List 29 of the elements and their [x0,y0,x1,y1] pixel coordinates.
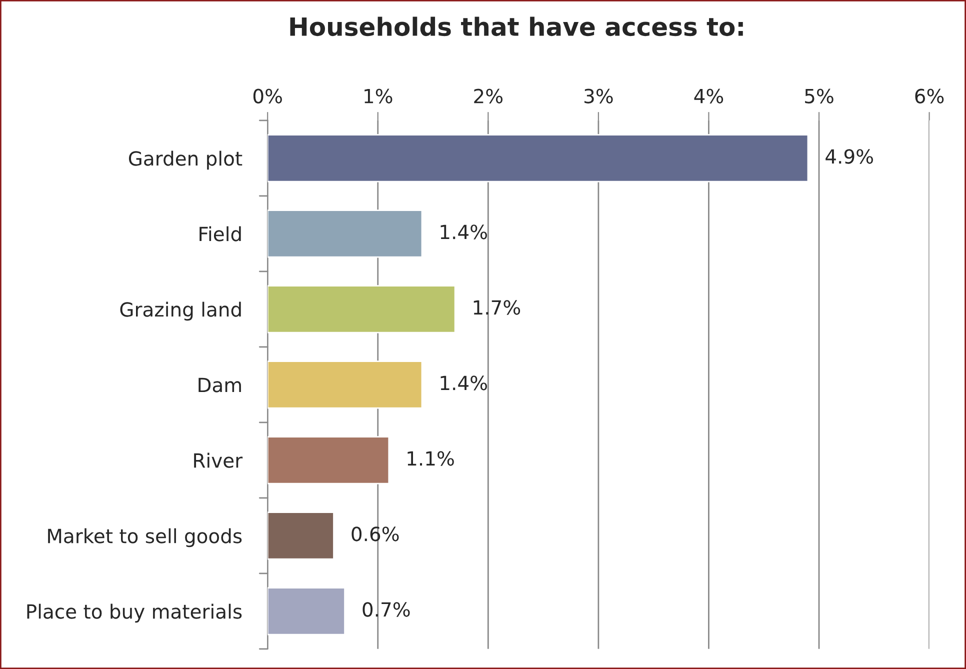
bar [268,587,346,636]
bar [268,134,809,182]
bar [268,436,390,484]
data-label: 1.4% [440,224,487,240]
x-tick-label: 4% [694,88,724,104]
data-label: 1.1% [408,451,454,466]
x-tick-label: 0% [253,88,282,104]
chart-title: Households that have access to: [290,16,743,36]
y-tick-label: Place to buy materials [27,604,242,623]
data-label: 0.7% [362,602,410,617]
y-tick-label: Grazing land [120,302,241,321]
bar [268,360,423,409]
x-tick-label: 1% [364,88,392,104]
y-tick-label: Market to sell goods [48,528,242,548]
bar [268,512,334,560]
y-tick-label: River [194,452,243,468]
x-tick-label: 5% [805,88,834,104]
data-label: 1.7% [474,300,520,315]
x-tick-label: 6% [915,88,944,104]
data-label: 4.9% [826,149,873,164]
y-tick-label: Garden plot [128,150,242,170]
data-label: 0.6% [352,526,399,542]
y-tick-label: Dam [198,378,241,392]
bar [268,210,423,258]
x-tick-label: 3% [584,88,613,104]
x-tick-label: 2% [474,88,503,104]
y-tick-label: Field [200,226,241,242]
bar [268,285,456,334]
data-label: 1.4% [440,376,487,390]
